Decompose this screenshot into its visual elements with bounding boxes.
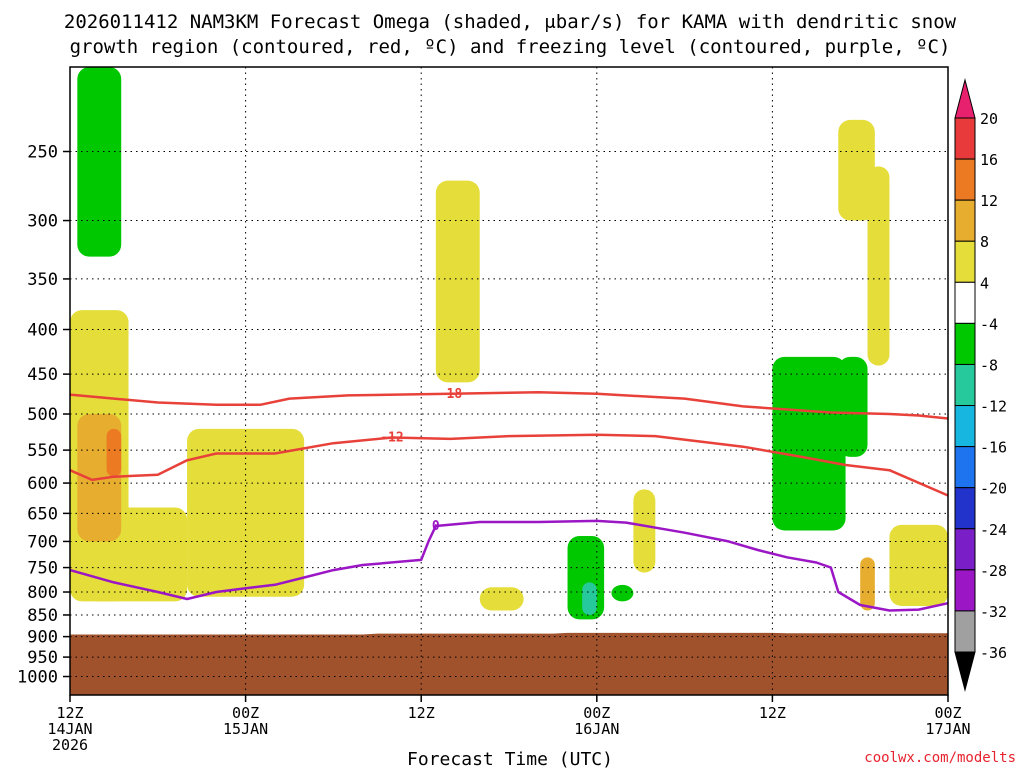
y-tick-label: 700: [27, 532, 58, 552]
contour-label: -12: [380, 431, 403, 446]
x-tick-label: 12Z: [56, 704, 83, 722]
colorbar-swatch: [954, 528, 976, 571]
colorbar-label: 12: [980, 192, 998, 210]
colorbar-bottom-triangle: [954, 651, 976, 692]
y-tick-label: 350: [27, 270, 58, 290]
colorbar-label: -24: [980, 521, 1007, 539]
y-tick-label: 650: [27, 504, 58, 524]
colorbar-label: 4: [980, 274, 989, 292]
omega-region: [435, 180, 480, 383]
y-tick-label: 400: [27, 321, 58, 341]
chart-title-line2: growth region (contoured, red, ºC) and f…: [70, 36, 951, 58]
colorbar-swatch: [954, 363, 976, 407]
colorbar-swatch: [954, 487, 976, 530]
colorbar-label: -12: [980, 398, 1007, 416]
omega-region: [77, 67, 122, 257]
chart-title-line1: 2026011412 NAM3KM Forecast Omega (shaded…: [64, 11, 957, 33]
contour-label: -18: [439, 387, 463, 402]
x-tick-label: 16JAN: [574, 720, 619, 738]
credit-text[interactable]: coolwx.com/modelts: [864, 750, 1016, 766]
x-tick-label: 12Z: [759, 704, 786, 722]
y-tick-label: 550: [27, 441, 58, 461]
omega-region: [106, 428, 122, 477]
plot-frame: [69, 66, 949, 696]
y-tick-label: 800: [27, 583, 58, 603]
colorbar-label: -28: [980, 562, 1007, 580]
terrain-surface: [70, 632, 948, 695]
contour-line: [69, 519, 949, 612]
x-tick-label: 2026: [52, 736, 88, 754]
colorbar-top-triangle: [954, 78, 976, 119]
colorbar-swatch: [954, 322, 976, 365]
omega-region: [633, 489, 656, 573]
omega-region: [582, 582, 597, 615]
colorbar-swatch: [954, 158, 976, 201]
contour-line: [69, 433, 949, 497]
y-tick-label: 300: [27, 212, 58, 232]
colorbar-swatch: [954, 569, 976, 612]
omega-region: [889, 524, 948, 606]
y-tick-label: 600: [27, 474, 58, 494]
contour-lines: -18 -12 0: [69, 387, 949, 612]
colorbar-swatch: [954, 610, 976, 653]
x-tick-label: 17JAN: [925, 720, 970, 738]
x-tick-label: 12Z: [408, 704, 435, 722]
grid-lines: [69, 67, 949, 695]
colorbar-label: -36: [980, 644, 1007, 662]
colorbar: 20 16 12 8 4 -4 -8 -12 -16 -20 -24 -28 -32 -36: [954, 78, 1007, 692]
y-tick-label: 950: [27, 648, 58, 668]
terrain-fill: [70, 632, 948, 695]
x-axis-label: Forecast Time (UTC): [407, 749, 613, 768]
plot-border: [69, 66, 949, 696]
contour-label: 0: [432, 519, 440, 534]
omega-region: [860, 557, 875, 611]
x-tick-label: 00Z: [934, 704, 961, 722]
colorbar-swatch: [954, 117, 976, 160]
y-tick-label: 450: [27, 365, 58, 385]
omega-region: [867, 166, 890, 366]
y-tick-label: 500: [27, 405, 58, 425]
y-tick-label: 1000: [17, 668, 58, 688]
y-tick-label: 250: [27, 143, 58, 163]
colorbar-label: -20: [980, 480, 1007, 498]
colorbar-label: -8: [980, 356, 998, 374]
x-tick-label: 00Z: [232, 704, 259, 722]
colorbar-label: -4: [980, 315, 998, 333]
colorbar-swatch: [954, 199, 976, 242]
x-tick-label: 14JAN: [47, 720, 92, 738]
y-axis-ticks: 2503003504004505005506006507007508008509…: [17, 143, 70, 688]
omega-shading: [70, 67, 948, 620]
colorbar-swatch: [954, 281, 976, 324]
x-tick-label: 15JAN: [223, 720, 268, 738]
colorbar-swatch: [954, 446, 976, 489]
colorbar-swatch: [954, 240, 976, 283]
omega-region: [611, 584, 634, 602]
omega-region: [772, 356, 846, 531]
y-tick-label: 900: [27, 628, 58, 648]
colorbar-label: 20: [980, 110, 998, 128]
omega-region: [479, 587, 524, 611]
y-tick-label: 750: [27, 559, 58, 579]
colorbar-label: 8: [980, 233, 989, 251]
colorbar-label: 16: [980, 151, 998, 169]
y-tick-label: 850: [27, 606, 58, 626]
contour-line: [69, 390, 949, 420]
omega-region: [838, 119, 875, 221]
colorbar-swatch: [954, 405, 976, 448]
colorbar-label: -32: [980, 603, 1007, 621]
colorbar-label: -16: [980, 439, 1007, 457]
omega-region: [838, 356, 868, 457]
x-tick-label: 00Z: [583, 704, 610, 722]
